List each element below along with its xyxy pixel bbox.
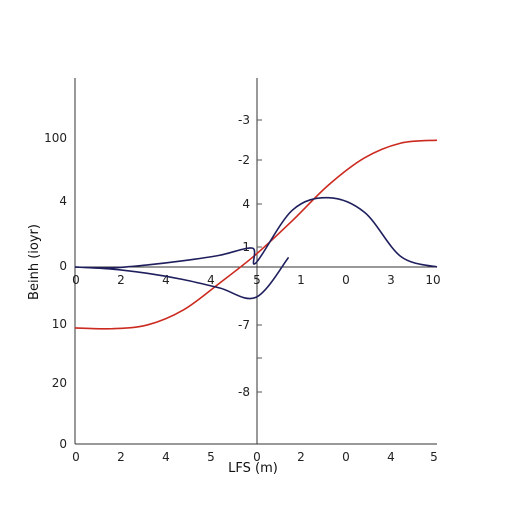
center-x-tick: 0 <box>342 273 350 287</box>
bottom-x-tick: 0 <box>72 450 80 464</box>
center-x-tick: 4 <box>162 273 170 287</box>
bottom-x-tick: 5 <box>207 450 215 464</box>
left-y-tick: 100 <box>44 131 67 145</box>
series-line-3 <box>74 256 290 300</box>
right-y-tick: 4 <box>242 197 250 211</box>
center-x-tick: 5 <box>253 273 261 287</box>
series-line-1 <box>74 139 438 330</box>
right-y-tick: -3 <box>238 113 250 127</box>
series-line-2 <box>74 196 438 269</box>
bottom-x-tick: 0 <box>342 450 350 464</box>
bottom-x-tick: 2 <box>297 450 305 464</box>
bottom-x-tick: 4 <box>387 450 395 464</box>
center-x-tick: 2 <box>117 273 125 287</box>
bottom-x-tick: 2 <box>117 450 125 464</box>
left-y-tick: 0 <box>59 259 67 273</box>
left-y-tick: 4 <box>59 194 67 208</box>
right-y-tick: -7 <box>238 318 250 332</box>
center-x-tick: 10 <box>425 273 440 287</box>
center-x-tick: 1 <box>297 273 305 287</box>
bottom-x-tick: 5 <box>430 450 438 464</box>
center-x-tick: 3 <box>387 273 395 287</box>
bottom-x-tick: 0 <box>253 450 261 464</box>
right-y-tick: 1 <box>242 240 250 254</box>
y-axis-title: Beinh (ioyr) <box>27 224 42 300</box>
bottom-x-tick: 4 <box>162 450 170 464</box>
left-y-tick: 0 <box>59 437 67 451</box>
x-axis-title: LFS (m) <box>228 461 278 476</box>
center-x-tick: 0 <box>72 273 80 287</box>
right-y-tick: -8 <box>238 385 250 399</box>
right-y-tick: -2 <box>238 153 250 167</box>
left-y-tick: 20 <box>52 376 67 390</box>
left-y-tick: 10 <box>52 317 67 331</box>
center-x-tick: 4 <box>207 273 215 287</box>
